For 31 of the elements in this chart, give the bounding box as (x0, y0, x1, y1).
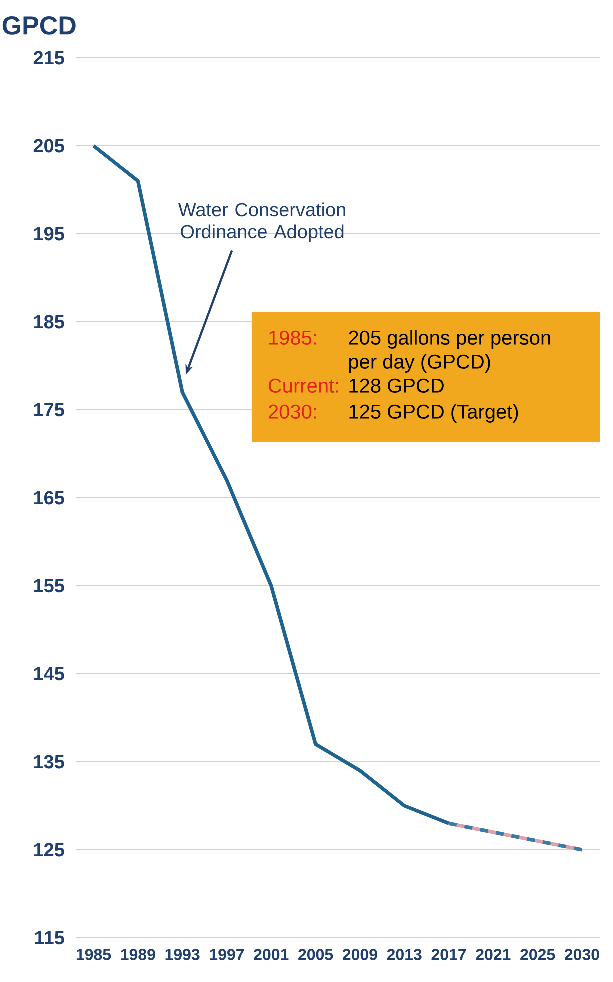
x-tick-label: 1989 (121, 949, 156, 960)
annotation: Current: (268, 378, 338, 393)
y-tick-label: 115 (35, 931, 64, 945)
y-tick-label: 135 (34, 755, 64, 769)
annotation: 128 GPCD (350, 378, 444, 393)
y-tick-label: 155 (34, 579, 64, 593)
y-tick-label: 205 (34, 139, 64, 153)
annotation: 125 GPCD (Target) (350, 404, 518, 423)
annotation: 1985: (269, 330, 316, 345)
x-tick-label: 1997 (210, 949, 244, 960)
x-tick-label: 2009 (342, 949, 378, 960)
x-tick-label: 1993 (166, 949, 200, 960)
x-tick-label: 2030 (565, 949, 600, 960)
y-tick-label: 215 (34, 51, 64, 65)
y-tick-label: 165 (34, 491, 64, 505)
x-tick-label: 2005 (298, 949, 334, 960)
x-tick-label: 2001 (254, 949, 289, 960)
x-tick-label: 1985 (76, 949, 112, 960)
annotation: 2030: (268, 404, 316, 419)
x-tick-label: 2021 (476, 949, 511, 960)
x-tick-label: 2025 (520, 949, 556, 960)
y-tick-label: 195 (34, 227, 64, 241)
y-tick-label: 145 (34, 667, 64, 681)
x-tick-label: 2013 (387, 949, 422, 960)
annotation: 205 gallons per person per day (GPCD) (349, 330, 550, 373)
y-axis-title: GPCD (2, 16, 76, 35)
x-tick-label: 2017 (432, 949, 466, 960)
y-tick-label: 185 (34, 315, 64, 329)
y-tick-label: 175 (34, 403, 64, 417)
annotation: Water Conservation Ordinance Adopted (178, 202, 346, 242)
y-tick-label: 125 (34, 843, 64, 857)
